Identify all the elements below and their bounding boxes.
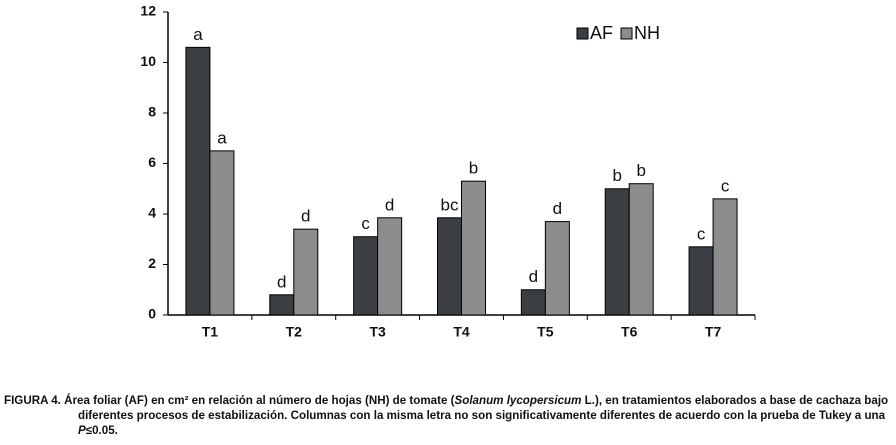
bar	[269, 294, 295, 316]
bar	[604, 188, 630, 316]
legend-label: NH	[634, 23, 660, 43]
bar	[688, 246, 714, 316]
caption-text: Solanum lycopersicum	[454, 394, 582, 407]
legend-label: AF	[590, 23, 613, 43]
x-tick-label: T2	[286, 324, 303, 340]
bar-letter: d	[301, 207, 310, 226]
bar-letter: bc	[441, 195, 459, 214]
bar	[628, 183, 654, 316]
y-tick-label: 0	[148, 306, 156, 322]
bar-letter: b	[636, 161, 645, 180]
legend-swatch	[576, 27, 589, 40]
legend-swatch	[620, 27, 633, 40]
bar-letter: b	[612, 166, 621, 185]
bar-letter: b	[469, 159, 478, 178]
caption-text: FIGURA 4. Área foliar (AF) en cm² en rel…	[4, 394, 455, 407]
bar-letter: c	[697, 224, 706, 243]
bar-letter: c	[361, 214, 370, 233]
bar	[377, 217, 403, 316]
x-tick-label: T3	[369, 324, 386, 340]
x-tick-label: T7	[705, 324, 722, 340]
x-tick-label: T1	[202, 324, 219, 340]
x-tick-label: T6	[621, 324, 638, 340]
y-tick-label: 8	[148, 104, 156, 120]
bar-letter: d	[277, 272, 286, 291]
y-tick-label: 10	[140, 53, 156, 69]
bar	[520, 289, 546, 316]
caption-text: L.), en tratamientos elaborados a base d…	[78, 394, 889, 422]
bar	[437, 217, 462, 316]
y-tick-label: 12	[140, 3, 156, 19]
bar-letter: d	[385, 195, 394, 214]
caption-text: P	[78, 424, 86, 437]
bar-letter: d	[529, 267, 538, 286]
y-tick-label: 2	[148, 255, 156, 271]
bar	[544, 221, 570, 316]
bar-letter: d	[553, 199, 562, 218]
y-tick-label: 4	[148, 205, 156, 221]
bar	[353, 236, 379, 316]
bar	[712, 198, 738, 316]
caption: FIGURA 4. Área foliar (AF) en cm² en rel…	[4, 393, 892, 438]
bar-letter: c	[721, 176, 730, 195]
bar-letter: a	[193, 25, 203, 44]
x-tick-label: T4	[453, 324, 470, 340]
bar	[293, 228, 319, 316]
bar	[209, 150, 235, 316]
x-tick-label: T5	[537, 324, 554, 340]
y-tick-label: 6	[148, 154, 156, 170]
bar-letter: a	[217, 128, 227, 147]
bar	[461, 180, 486, 316]
caption-text: ≤0.05.	[85, 424, 118, 437]
bar	[185, 46, 211, 316]
